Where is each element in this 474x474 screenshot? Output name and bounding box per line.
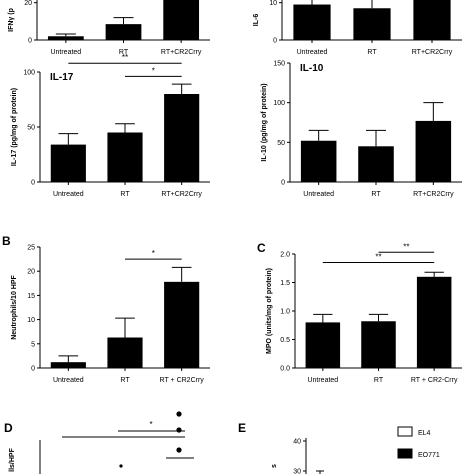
legend-swatch <box>397 426 413 437</box>
y-axis-label: IL-10 (pg/mg of protein) <box>261 83 268 161</box>
bar <box>293 4 331 41</box>
y-axis-label: Neutrophils/10 HPF <box>11 274 18 339</box>
bar <box>107 132 143 182</box>
legend-swatch <box>397 448 413 459</box>
data-point <box>176 411 182 417</box>
significance-label: * <box>152 66 155 75</box>
bar <box>105 24 142 40</box>
x-tick-label: RT <box>120 191 130 198</box>
y-tick-label: 0 <box>273 38 277 45</box>
x-tick-label: Untreated <box>307 377 338 384</box>
y-tick-label: 0.5 <box>280 337 290 344</box>
significance-label: ** <box>375 253 381 262</box>
x-tick-label: Untreated <box>297 49 328 56</box>
panel-letter: B <box>2 234 11 248</box>
data-point <box>176 447 182 453</box>
y-tick-label: 2.0 <box>280 252 290 259</box>
significance-label: ** <box>403 242 409 251</box>
bar <box>50 362 86 368</box>
bar <box>353 8 391 40</box>
x-tick-label: RT+CR2Crry <box>161 49 202 56</box>
significance-label: * <box>152 249 155 258</box>
x-tick-label: Untreated <box>53 191 84 198</box>
legend-label: EO771 <box>418 452 440 459</box>
panel-title: IL-10 <box>300 63 324 74</box>
x-tick-label: RT+CR2Crry <box>413 191 454 198</box>
data-point <box>176 427 182 433</box>
bar <box>358 146 394 182</box>
x-tick-label: Untreated <box>303 191 334 198</box>
y-tick-label: 0 <box>281 180 285 187</box>
y-tick-label: 0 <box>31 180 35 187</box>
significance-label: * <box>149 420 152 429</box>
bar <box>305 322 341 368</box>
chart-il6 <box>279 0 462 43</box>
y-tick-label: 5 <box>31 341 35 348</box>
chart-ifng <box>34 0 210 43</box>
y-tick-label: 25 <box>27 245 35 252</box>
bar <box>413 0 451 40</box>
y-tick-label: 1.5 <box>280 280 290 287</box>
bar <box>361 321 396 368</box>
y-tick-label: 50 <box>277 140 285 147</box>
y-axis-label: lls/HPF <box>9 447 16 471</box>
y-tick-label: 20 <box>27 269 35 276</box>
y-tick-label: 30 <box>293 469 301 474</box>
x-tick-label: RT <box>120 377 130 384</box>
bar <box>300 140 337 182</box>
y-tick-label: 1.0 <box>280 309 290 316</box>
x-tick-label: RT + CR2Crry <box>160 377 205 384</box>
panel-letter: E <box>238 421 246 435</box>
x-tick-label: RT <box>119 49 129 56</box>
x-tick-label: RT <box>374 377 384 384</box>
y-axis-label: IL-6 <box>253 14 260 27</box>
x-tick-label: Untreated <box>53 377 84 384</box>
x-tick-label: Untreated <box>50 49 81 56</box>
chart-il17 <box>37 62 210 185</box>
panel-title: IL-17 <box>50 72 74 83</box>
chart-eo771 <box>303 426 413 474</box>
chart-mpo <box>292 251 462 371</box>
data-point <box>119 464 123 468</box>
significance-label: ** <box>122 53 128 62</box>
y-axis-label: IL-17 (pg/mg of protein) <box>11 88 18 166</box>
y-axis-label: s <box>271 464 278 468</box>
bar <box>163 0 200 40</box>
y-axis-label: MPO (units/mg of protein) <box>266 268 273 354</box>
legend-label: EL4 <box>418 430 431 437</box>
y-tick-label: 100 <box>23 70 35 77</box>
panel-letter: D <box>4 421 13 435</box>
x-tick-label: RT+CR2Crry <box>412 49 453 56</box>
chart-neut <box>37 246 210 371</box>
y-tick-label: 15 <box>27 293 35 300</box>
y-tick-label: 0 <box>31 366 35 373</box>
bar <box>47 36 84 40</box>
bar <box>164 281 200 368</box>
chart-il10 <box>287 62 462 185</box>
panel-letter: C <box>257 241 266 255</box>
y-tick-label: 20 <box>24 0 32 7</box>
bar <box>50 144 86 182</box>
y-tick-label: 0.0 <box>280 366 290 373</box>
chart-cellshpf <box>39 411 194 474</box>
y-tick-label: 0 <box>28 38 32 45</box>
bar <box>107 337 143 368</box>
y-tick-label: 50 <box>27 125 35 132</box>
x-tick-label: RT+CR2Crry <box>161 191 202 198</box>
y-tick-label: 150 <box>273 61 285 68</box>
x-tick-label: RT <box>371 191 381 198</box>
y-tick-label: 10 <box>269 0 277 7</box>
y-tick-label: 10 <box>27 317 35 324</box>
bar <box>416 276 452 368</box>
y-axis-label: IFNγ (p <box>8 8 15 32</box>
y-tick-label: 100 <box>273 100 285 107</box>
x-tick-label: RT + CR2-Crry <box>411 377 458 384</box>
y-tick-label: 40 <box>293 439 301 446</box>
bar <box>415 120 452 182</box>
x-tick-label: RT <box>367 49 377 56</box>
bar <box>164 94 200 182</box>
